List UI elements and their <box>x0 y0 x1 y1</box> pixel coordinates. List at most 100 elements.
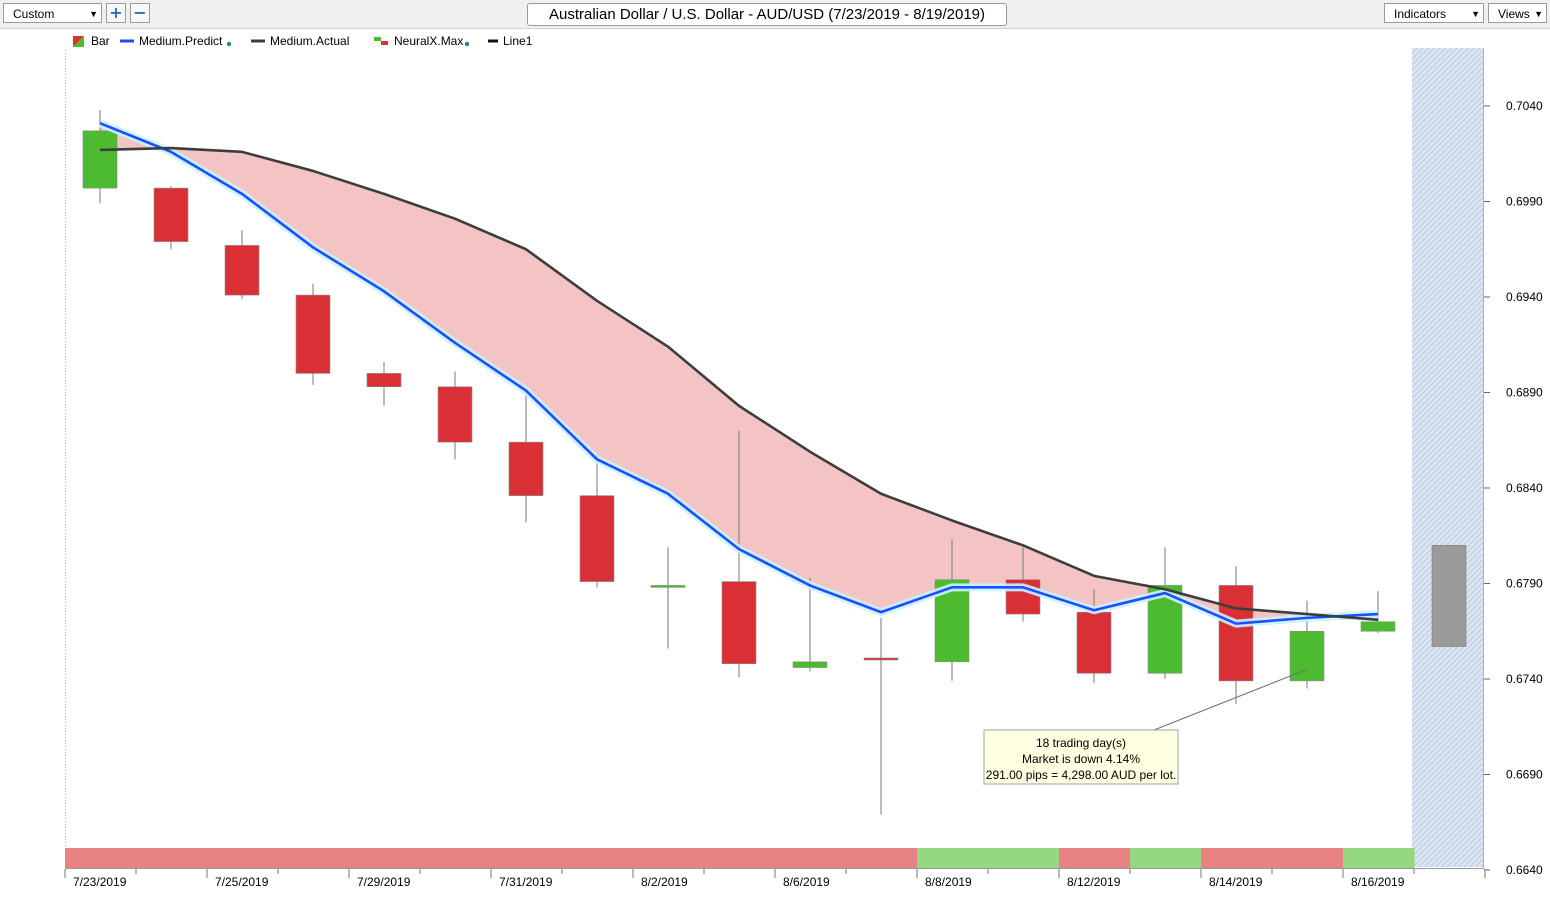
trend-segment <box>278 848 350 868</box>
x-tick-label: 8/16/2019 <box>1351 875 1405 889</box>
candle-body <box>366 373 402 388</box>
trend-segment <box>1201 848 1273 868</box>
legend: Bar Medium.Predict Medium.Actual NeuralX… <box>73 34 533 48</box>
y-axis: 0.7040 0.6990 0.6940 0.6890 0.6840 0.6790 0.67… <box>1484 99 1543 877</box>
annotation-layer: 18 trading day(s) Market is down 4.14% 291… <box>983 668 1308 785</box>
candle <box>437 371 473 460</box>
gap-fill-layer <box>100 123 1378 624</box>
legend-label: NeuralX.Max <box>394 34 463 48</box>
trend-segment <box>846 848 918 868</box>
candle-body <box>650 585 686 588</box>
candle <box>1289 600 1325 689</box>
y-tick-label: 0.6890 <box>1506 386 1543 400</box>
candle <box>508 394 544 523</box>
trend-segment <box>633 848 705 868</box>
candle <box>224 230 260 299</box>
candle-body <box>1360 621 1396 632</box>
trend-segment <box>207 848 279 868</box>
candle-body <box>437 386 473 443</box>
dot-icon <box>226 41 232 47</box>
trend-segment <box>420 848 492 868</box>
candle <box>82 109 118 204</box>
trend-segment <box>349 848 421 868</box>
x-tick-label: 8/6/2019 <box>783 875 830 889</box>
candle <box>366 361 402 406</box>
candle-body <box>1289 630 1325 682</box>
candle-body <box>224 245 260 296</box>
trend-segment <box>775 848 847 868</box>
candle-body <box>508 441 544 496</box>
candle-body <box>1076 611 1112 674</box>
chevron-down-icon: ▼ <box>1534 9 1543 19</box>
neuralx-legend-icon-up <box>374 37 381 41</box>
indicators-dropdown[interactable]: Indicators ▼ <box>1384 3 1484 23</box>
candle <box>579 453 615 588</box>
annotation-box <box>983 729 1179 785</box>
candle <box>863 617 899 815</box>
trend-segment <box>988 848 1060 868</box>
future-projection-bar <box>1431 544 1467 647</box>
legend-label: Line1 <box>503 34 533 48</box>
trend-segment <box>136 848 208 868</box>
price-chart[interactable]: Bar Medium.Predict Medium.Actual NeuralX… <box>0 28 1550 899</box>
candle-body <box>863 657 899 661</box>
candle-body <box>1218 585 1254 682</box>
legend-label: Medium.Actual <box>270 34 349 48</box>
neuralx-legend-icon-down <box>381 41 388 45</box>
x-tick-label: 8/2/2019 <box>641 875 688 889</box>
chevron-down-icon: ▼ <box>89 9 98 19</box>
y-tick-label: 0.6940 <box>1506 290 1543 304</box>
x-tick-label: 8/14/2019 <box>1209 875 1263 889</box>
future-zone <box>1412 48 1483 867</box>
trend-segment <box>65 848 137 868</box>
legend-item-line1[interactable]: Line1 <box>488 34 533 48</box>
x-tick-label: 8/12/2019 <box>1067 875 1121 889</box>
trend-segment <box>1130 848 1202 868</box>
trend-segment <box>1343 848 1415 868</box>
candle <box>153 186 189 250</box>
annotation-pointer <box>1153 668 1308 731</box>
views-label: Views <box>1498 7 1530 21</box>
legend-item-neuralx-max[interactable]: NeuralX.Max <box>374 34 470 48</box>
trend-segment <box>562 848 634 868</box>
y-tick-label: 0.6640 <box>1506 863 1543 877</box>
annotation-text: Market is down 4.14% <box>1022 752 1140 766</box>
indicators-label: Indicators <box>1394 7 1447 21</box>
y-tick-label: 0.6990 <box>1506 195 1543 209</box>
x-tick-label: 7/25/2019 <box>215 875 269 889</box>
candle-body <box>82 130 118 189</box>
chevron-down-icon: ▼ <box>1471 9 1480 19</box>
views-dropdown[interactable]: Views ▼ <box>1488 3 1547 23</box>
candle-body <box>153 187 189 242</box>
annotation-text: 18 trading day(s) <box>1036 736 1126 750</box>
y-tick-label: 0.6840 <box>1506 481 1543 495</box>
x-tick-label: 7/31/2019 <box>499 875 553 889</box>
candle <box>1218 566 1254 704</box>
trend-segment <box>1059 848 1131 868</box>
candle <box>1076 589 1112 683</box>
candle <box>1147 547 1183 679</box>
legend-item-medium-actual[interactable]: Medium.Actual <box>251 34 349 48</box>
bar-legend-icon-up <box>73 36 84 47</box>
candles-layer <box>82 109 1396 815</box>
remove-button[interactable]: − <box>130 3 150 23</box>
preset-value: Custom <box>13 7 55 21</box>
legend-label: Bar <box>91 34 110 48</box>
y-tick-label: 0.6790 <box>1506 577 1543 591</box>
legend-item-medium-predict[interactable]: Medium.Predict <box>120 34 232 48</box>
legend-item-bar[interactable]: Bar <box>73 34 110 48</box>
chart-title: Australian Dollar / U.S. Dollar - AUD/US… <box>527 3 1007 26</box>
add-button[interactable]: + <box>106 3 126 23</box>
candle-body <box>792 661 828 668</box>
x-tick-label: 7/23/2019 <box>73 875 127 889</box>
candle <box>792 577 828 672</box>
y-tick-label: 0.7040 <box>1506 99 1543 113</box>
predict-actual-gap <box>100 123 1378 624</box>
annotation-text: 291.00 pips = 4,298.00 AUD per lot. <box>986 768 1176 782</box>
candle <box>295 283 331 385</box>
x-tick-label: 7/29/2019 <box>357 875 411 889</box>
preset-dropdown[interactable]: Custom ▼ <box>3 3 102 23</box>
y-tick-label: 0.6690 <box>1506 768 1543 782</box>
candle <box>721 430 757 678</box>
candle-body <box>579 495 615 582</box>
